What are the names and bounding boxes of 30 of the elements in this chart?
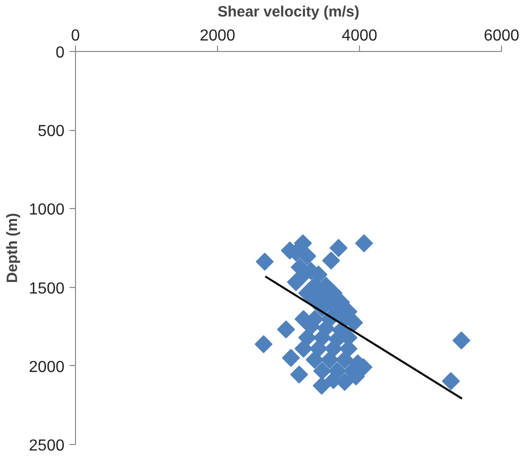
- point: [256, 252, 274, 271]
- point: [306, 350, 324, 369]
- point: [294, 340, 312, 358]
- point: [320, 350, 339, 369]
- x-axis-title: Shear velocity (m/s): [218, 4, 360, 20]
- point: [452, 331, 470, 350]
- point: [355, 234, 374, 252]
- point: [254, 335, 273, 354]
- y-tick-label: 1000: [28, 202, 65, 219]
- x-tick-label: 2000: [200, 28, 236, 44]
- point: [336, 350, 354, 369]
- y-tick-label: 2000: [28, 358, 65, 376]
- point: [442, 372, 460, 390]
- y-tick-label: 2500: [28, 438, 65, 454]
- x-tick-label: 4000: [342, 28, 378, 44]
- x-tick-label: 6000: [484, 28, 520, 44]
- point: [313, 362, 332, 380]
- y-tick-label: 1500: [28, 280, 65, 298]
- point: [312, 376, 331, 395]
- point: [290, 366, 308, 384]
- y-tick-label: 500: [38, 123, 65, 140]
- point: [298, 247, 316, 266]
- point: [330, 239, 348, 257]
- y-axis-title: Depth (m): [4, 212, 21, 283]
- point: [286, 273, 305, 292]
- y-tick-label: 0: [56, 44, 65, 62]
- point: [277, 320, 295, 338]
- point: [322, 252, 340, 270]
- point: [282, 348, 300, 367]
- x-tick-label: 0: [71, 28, 80, 44]
